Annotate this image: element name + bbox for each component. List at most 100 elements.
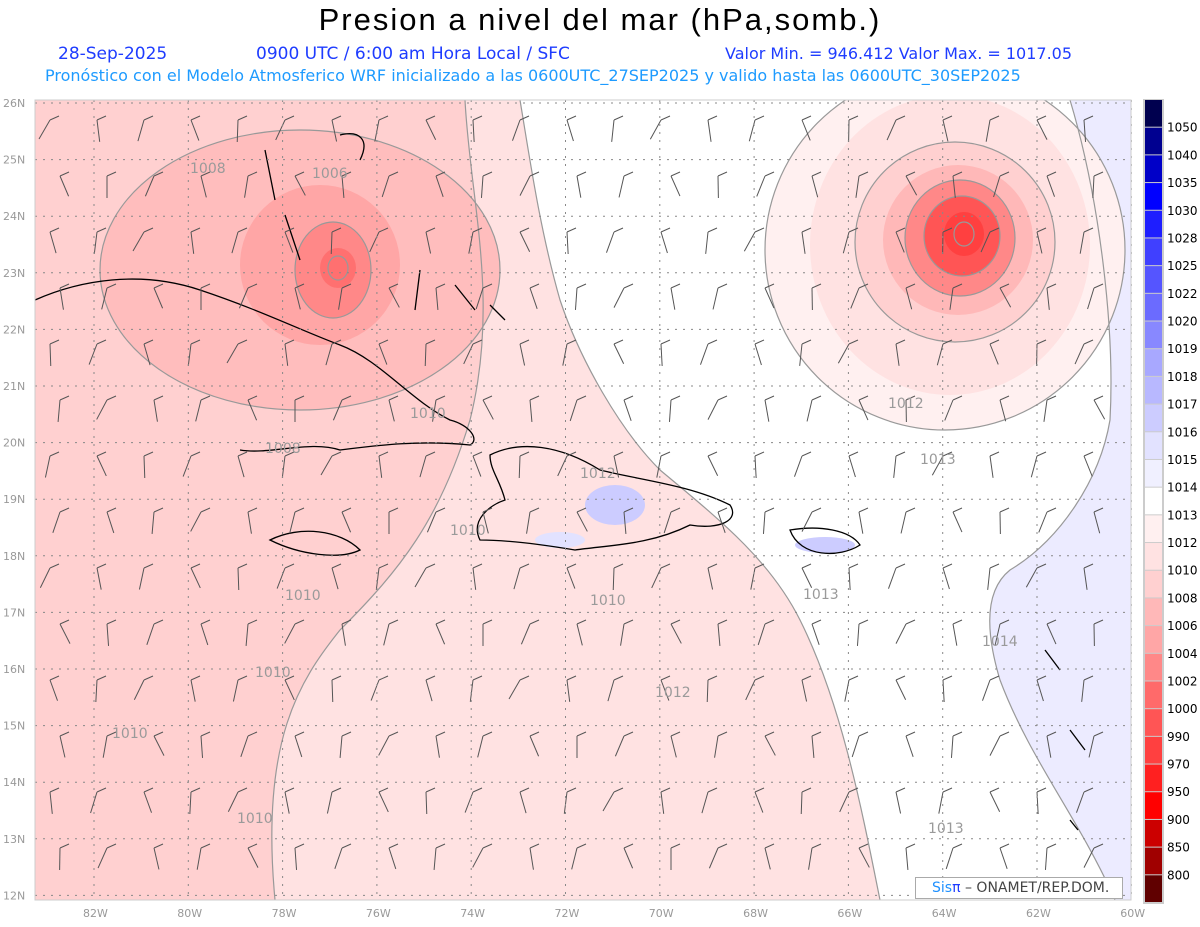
wind-barb [435,619,446,645]
wind-barb [660,339,671,366]
wind-barb [989,339,1000,365]
colorbar-label: 1012 [1167,536,1198,550]
colorbar-label: 990 [1167,730,1190,744]
wind-barb [513,563,530,590]
wind-barb [663,507,681,534]
wind-barb [519,227,531,252]
wind-barb [38,115,60,140]
wind-barb [717,619,728,646]
wind-barb [49,339,60,367]
wind-barb [374,115,389,142]
wind-barb [858,507,869,534]
wind-barb [905,843,916,870]
wind-barb [801,675,812,702]
wind-barb [756,171,775,197]
wind-barb [52,507,70,533]
wind-barb [238,283,258,309]
wind-barb [49,227,60,254]
wind-barb [414,563,436,588]
wind-barb [668,395,681,422]
colorbar-swatch [1145,459,1162,487]
wind-barb [649,115,671,140]
wind-barb [945,843,963,870]
wind-barb [811,619,822,645]
colorbar-swatch [1145,404,1162,432]
wind-barb [284,675,295,701]
wind-barb [143,787,154,813]
colorbar-swatch [1145,709,1162,736]
wind-barb [369,227,389,253]
wind-barb [989,787,1001,812]
wind-barb [331,115,342,142]
contour-label: 1013 [928,821,964,837]
contour-label: 1010 [237,811,273,827]
wind-barb [670,171,681,197]
wind-barb [985,115,1000,142]
wind-barb [839,787,859,813]
wind-barb [378,451,389,478]
sispi-logo-pi: π [952,880,961,896]
wind-barb [137,115,154,142]
wind-barb [848,563,859,590]
wind-barb [848,115,859,143]
wind-barb [660,787,671,814]
wind-barb [96,563,107,590]
wind-barb [153,843,164,870]
wind-barb [952,619,963,646]
wind-barb [378,787,389,813]
wind-barb [59,283,70,310]
wind-barb [519,171,540,196]
wind-barb [88,339,107,365]
wind-barb [294,731,305,758]
wind-barb [748,115,765,142]
wind-barb [950,731,963,758]
wind-barb [895,227,906,253]
colorbar-swatch [1145,376,1162,404]
lon-label: 62W [1026,907,1051,920]
contour-label: 1010 [112,726,148,742]
colorbar-label: 1020 [1167,315,1198,329]
wind-barb [837,339,859,364]
wind-barb [332,395,352,421]
colorbar-label: 1035 [1167,176,1198,190]
wind-barb [705,227,718,254]
wind-barb [59,731,70,758]
wind-barb [520,619,540,645]
colorbar: 1050 1040 1035 1030 1028 1025 1022 1020 1019 1018… [1143,99,1198,904]
wind-barb [905,731,916,757]
colorbar-swatch [1145,432,1162,459]
wind-barb [236,115,248,143]
wind-barb [275,115,295,141]
wind-barb [900,507,916,534]
credit-box: Sisπ – ONAMET/REP.DOM. [915,877,1123,899]
wind-barb [895,339,906,366]
wind-barb [999,283,1012,308]
wind-barb [59,171,70,197]
wind-barb [745,675,765,701]
wind-barb [190,507,211,532]
wind-barb [1044,843,1057,870]
wind-barb [893,451,906,478]
colorbar-swatch [1145,321,1162,349]
wind-barb [794,451,812,477]
lon-label: 82W [83,907,108,920]
wind-barb [244,171,258,198]
wind-barb [96,451,107,477]
wind-barb [811,283,822,311]
wind-barb [475,283,493,310]
wind-barb [607,675,624,702]
wind-barb [1046,619,1057,645]
contour-label: 1008 [265,441,301,457]
colorbar-swatch [1145,127,1162,155]
wind-barb [435,171,446,197]
wind-barb [388,283,400,308]
wind-barbs [38,115,1106,871]
wind-barb [1093,619,1104,647]
wind-barb [987,563,1000,590]
wind-barb [464,787,483,813]
lat-label: 24N [3,210,25,223]
wind-barb [195,395,211,422]
wind-barb [1093,507,1104,534]
colorbar-label: 1018 [1167,370,1198,384]
wind-barb [670,283,681,310]
